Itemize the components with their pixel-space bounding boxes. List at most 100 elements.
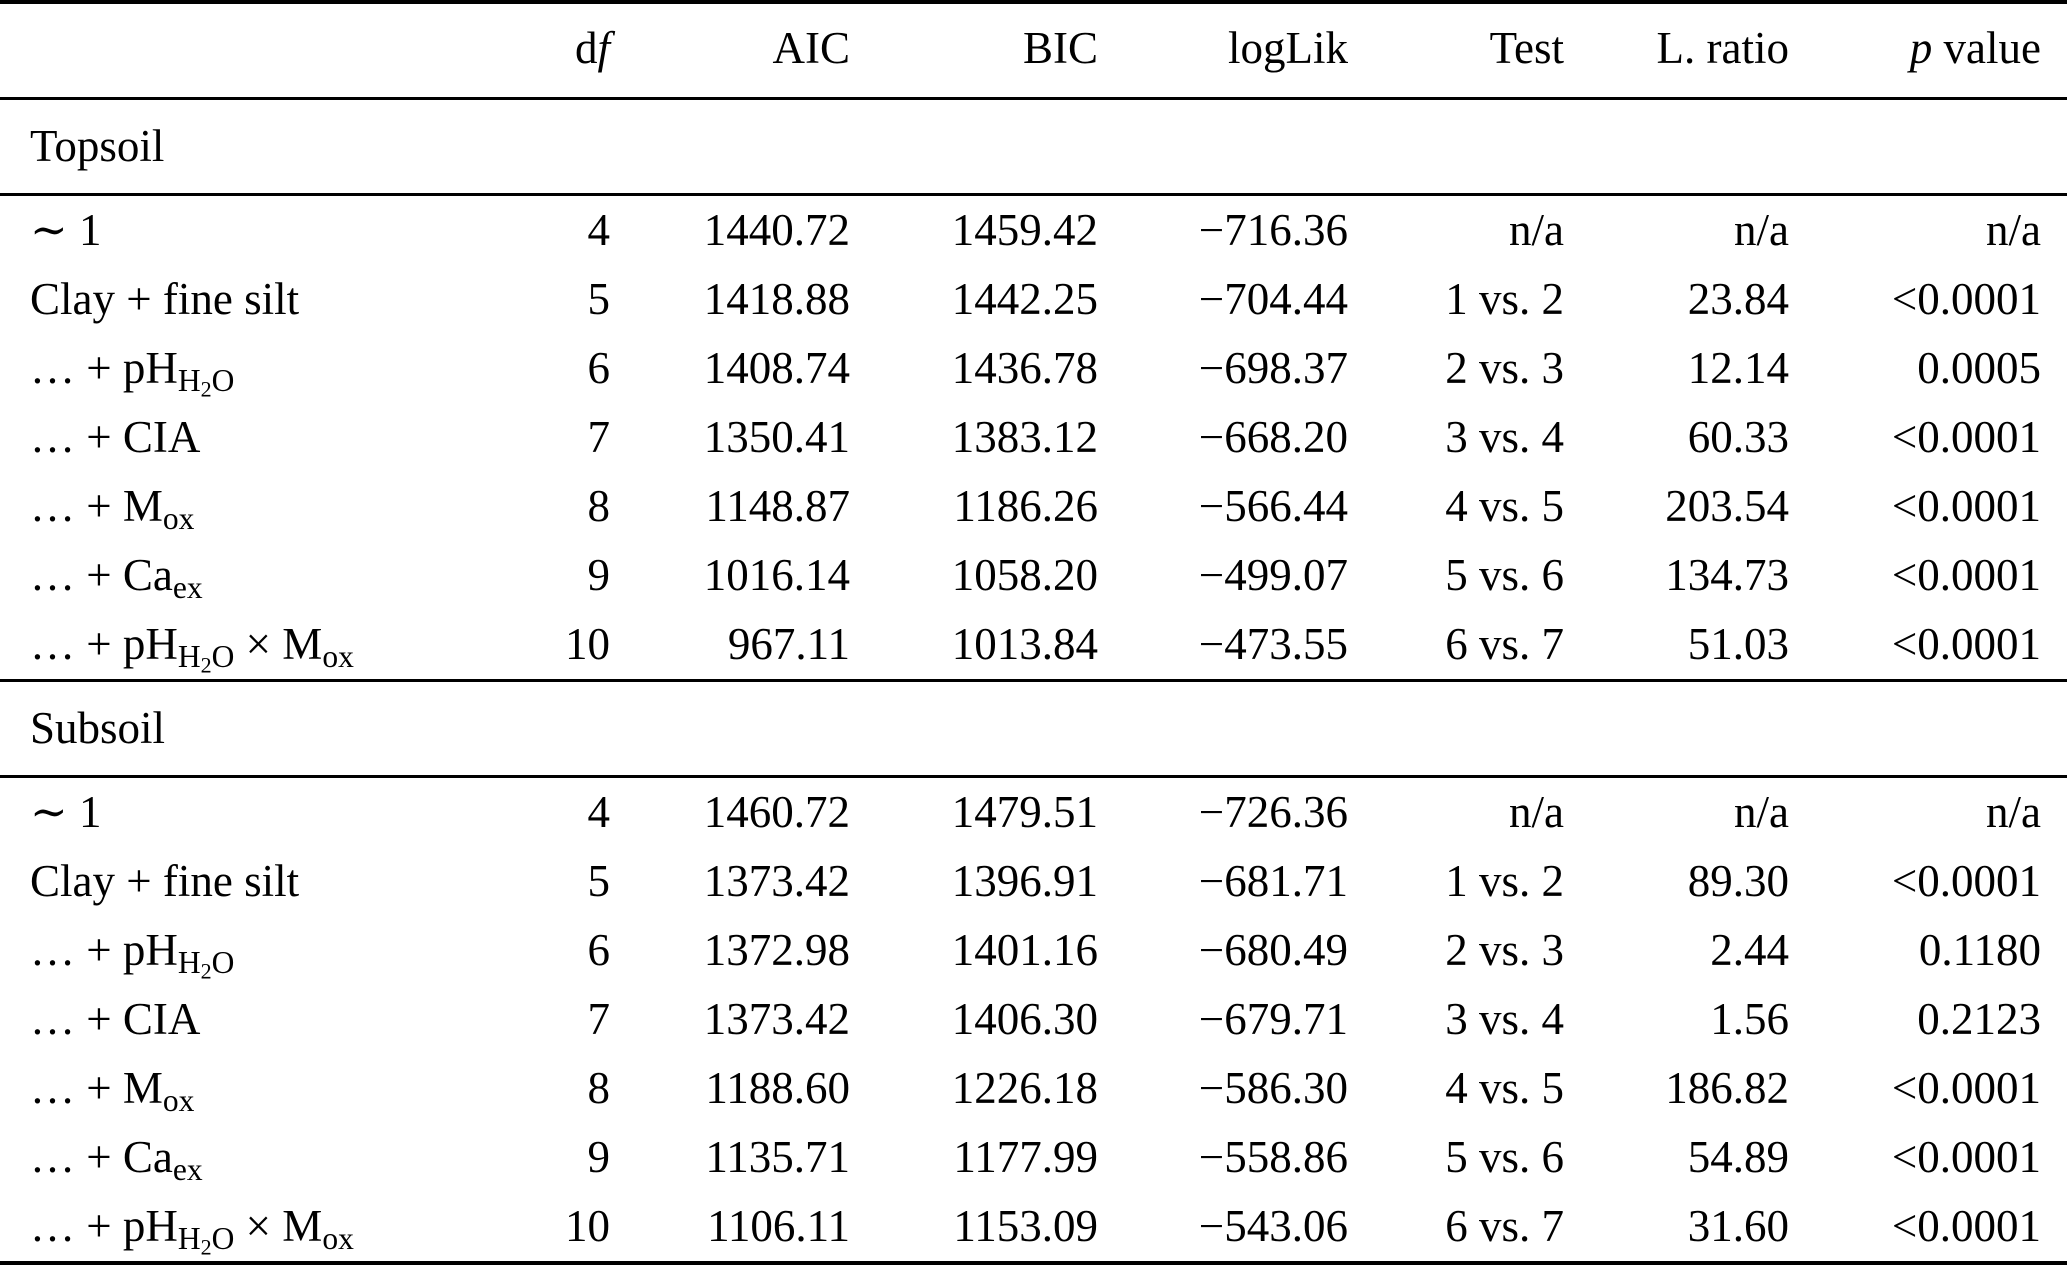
cell-lratio: 203.54 [1665, 481, 1789, 531]
cell-df: 8 [587, 1063, 611, 1113]
cell-bic: 1177.99 [953, 1132, 1098, 1182]
cell-model: … + Mox [30, 1063, 195, 1118]
cell-bic: 1058.20 [951, 550, 1098, 600]
cell-test: n/a [1509, 787, 1564, 837]
cell-bic: 1459.42 [951, 205, 1098, 255]
cell-aic: 1135.71 [705, 1132, 850, 1182]
cell-test: 5 vs. 6 [1445, 550, 1564, 600]
cell-aic: 1408.74 [703, 343, 850, 393]
cell-loglik: −698.37 [1198, 343, 1348, 393]
cell-pvalue: <0.0001 [1891, 412, 2041, 462]
cell-loglik: −499.07 [1198, 550, 1348, 600]
cell-test: 4 vs. 5 [1445, 481, 1564, 531]
header-df: df [470, 2, 610, 100]
cell-lratio: 1.56 [1710, 994, 1789, 1044]
cell-pvalue: n/a [1986, 205, 2041, 255]
topsoil-rows: ∼ 1 4 1440.72 1459.42 −716.36 n/a n/a n/a Clay +… [0, 195, 2067, 681]
cell-lratio: 51.03 [1687, 619, 1789, 669]
header-lratio: L. ratio [1564, 2, 1789, 100]
table-row: … + Mox 8 1188.60 1226.18 −586.30 4 vs. 5 186.… [0, 1054, 2067, 1123]
cell-df: 10 [565, 1201, 610, 1251]
cell-loglik: −704.44 [1198, 274, 1348, 324]
section-header-topsoil: Topsoil [0, 97, 2067, 196]
cell-aic: 1106.11 [707, 1201, 850, 1251]
cell-df: 4 [587, 205, 611, 255]
cell-bic: 1226.18 [951, 1063, 1098, 1113]
cell-df: 7 [587, 994, 611, 1044]
cell-test: 5 vs. 6 [1445, 1132, 1564, 1182]
cell-test: 3 vs. 4 [1445, 412, 1564, 462]
cell-bic: 1013.84 [951, 619, 1098, 669]
cell-df: 10 [565, 619, 610, 669]
cell-loglik: −680.49 [1198, 925, 1348, 975]
section-title: Subsoil [0, 679, 2067, 778]
table-row: … + CIA 7 1373.42 1406.30 −679.71 3 vs. 4 1.56… [0, 985, 2067, 1054]
cell-test: 4 vs. 5 [1445, 1063, 1564, 1113]
cell-pvalue: <0.0001 [1891, 274, 2041, 324]
cell-model: … + Caex [30, 1132, 203, 1187]
cell-df: 5 [587, 856, 611, 906]
cell-loglik: −566.44 [1198, 481, 1348, 531]
cell-test: 1 vs. 2 [1445, 856, 1564, 906]
cell-aic: 1188.60 [705, 1063, 850, 1113]
cell-aic: 1016.14 [703, 550, 850, 600]
section-header-subsoil: Subsoil [0, 679, 2067, 778]
cell-loglik: −543.06 [1198, 1201, 1348, 1251]
cell-lratio: n/a [1734, 205, 1789, 255]
cell-model: Clay + fine silt [30, 856, 300, 906]
cell-model: … + CIA [30, 412, 201, 462]
cell-bic: 1406.30 [951, 994, 1098, 1044]
cell-model: … + CIA [30, 994, 201, 1044]
cell-pvalue: <0.0001 [1891, 619, 2041, 669]
cell-df: 7 [587, 412, 611, 462]
cell-test: n/a [1509, 205, 1564, 255]
cell-aic: 1440.72 [703, 205, 850, 255]
cell-lratio: 186.82 [1665, 1063, 1789, 1113]
cell-test: 2 vs. 3 [1445, 343, 1564, 393]
cell-loglik: −681.71 [1198, 856, 1348, 906]
table-row: … + Caex 9 1135.71 1177.99 −558.86 5 vs. 6 54.… [0, 1123, 2067, 1192]
cell-model: … + Caex [30, 550, 203, 605]
cell-pvalue: <0.0001 [1891, 1132, 2041, 1182]
header-pvalue: p value [1789, 2, 2067, 100]
cell-df: 6 [587, 343, 611, 393]
cell-pvalue: <0.0001 [1891, 1063, 2041, 1113]
cell-pvalue: <0.0001 [1891, 1201, 2041, 1251]
cell-aic: 1460.72 [703, 787, 850, 837]
table-row: … + Caex 9 1016.14 1058.20 −499.07 5 vs. 6 134… [0, 541, 2067, 610]
cell-df: 9 [587, 550, 611, 600]
cell-pvalue: 0.2123 [1917, 994, 2041, 1044]
cell-lratio: 2.44 [1710, 925, 1789, 975]
cell-aic: 1148.87 [705, 481, 850, 531]
cell-aic: 967.11 [727, 619, 850, 669]
table-row: … + pHH2O × Mox 10 1106.11 1153.09 −543.06 6 … [0, 1192, 2067, 1263]
cell-model: … + pHH2O [30, 343, 235, 402]
table-row: ∼ 1 4 1460.72 1479.51 −726.36 n/a n/a n/a [0, 777, 2067, 848]
cell-model: … + pHH2O × Mox [30, 1201, 354, 1260]
cell-pvalue: <0.0001 [1891, 481, 2041, 531]
cell-bic: 1153.09 [953, 1201, 1098, 1251]
cell-bic: 1186.26 [953, 481, 1098, 531]
cell-df: 5 [587, 274, 611, 324]
header-model [0, 2, 470, 100]
table-row: Clay + fine silt 5 1373.42 1396.91 −681.71 1 … [0, 847, 2067, 916]
cell-pvalue: <0.0001 [1891, 550, 2041, 600]
cell-bic: 1396.91 [951, 856, 1098, 906]
cell-test: 6 vs. 7 [1445, 619, 1564, 669]
cell-lratio: 23.84 [1687, 274, 1789, 324]
header-test: Test [1348, 2, 1564, 100]
header-loglik: logLik [1098, 2, 1348, 100]
cell-lratio: 12.14 [1687, 343, 1789, 393]
cell-df: 6 [587, 925, 611, 975]
cell-model: ∼ 1 [30, 205, 102, 255]
cell-loglik: −716.36 [1198, 205, 1348, 255]
table-row: … + pHH2O 6 1408.74 1436.78 −698.37 2 vs. 3 12… [0, 334, 2067, 403]
cell-lratio: 31.60 [1687, 1201, 1789, 1251]
cell-pvalue: 0.0005 [1917, 343, 2041, 393]
header-bic: BIC [850, 2, 1098, 100]
cell-lratio: 60.33 [1687, 412, 1789, 462]
cell-loglik: −473.55 [1198, 619, 1348, 669]
cell-lratio: 134.73 [1665, 550, 1789, 600]
cell-pvalue: <0.0001 [1891, 856, 2041, 906]
